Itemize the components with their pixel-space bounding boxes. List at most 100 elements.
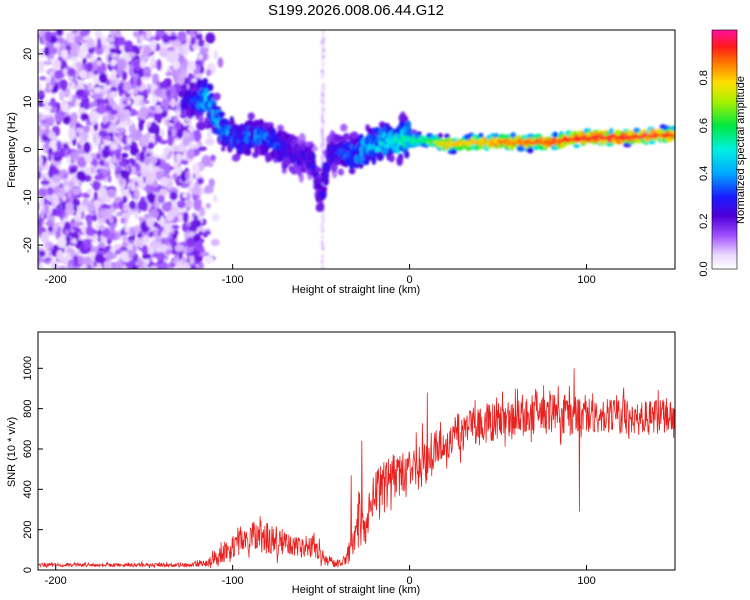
colorbar-ticks: 0.0 0.2 0.4 0.6 0.8	[698, 70, 710, 276]
spectral-blob	[155, 170, 161, 180]
spectral-blob	[51, 174, 62, 183]
spectral-blob	[424, 136, 430, 140]
y-tick-label: 600	[22, 440, 34, 458]
spectral-blob	[38, 170, 42, 180]
spectral-blob	[188, 125, 194, 133]
spectral-blob	[321, 265, 325, 269]
spectral-blob	[47, 186, 54, 196]
spectral-blob	[78, 47, 86, 60]
spectral-blob	[159, 139, 168, 145]
spectral-blob	[170, 97, 176, 108]
spectral-blob	[159, 177, 170, 186]
spectral-blob	[350, 131, 359, 140]
spectral-blob	[110, 91, 117, 98]
spectral-blob	[145, 258, 150, 265]
spectral-blob	[405, 120, 412, 130]
spectral-blob	[143, 213, 153, 219]
spectral-blob	[38, 61, 42, 72]
spectral-blob	[116, 127, 125, 133]
spectral-blob	[133, 87, 138, 95]
spectral-blob	[145, 30, 152, 39]
spectral-blob	[66, 155, 72, 164]
spectral-blob	[188, 132, 195, 142]
y-tick-label: 200	[22, 520, 34, 538]
spectral-blob	[85, 225, 94, 237]
spectral-blob	[54, 110, 64, 123]
spectral-blob	[115, 113, 125, 119]
spectral-blob	[337, 168, 345, 176]
spectral-blob	[60, 49, 69, 59]
spectral-blob	[396, 155, 404, 166]
spectral-blob	[102, 115, 108, 125]
spectral-blob	[321, 100, 325, 106]
colorbar-tick-label: 0.0	[698, 261, 710, 276]
spectral-blob	[97, 242, 106, 248]
spectral-blob	[192, 129, 202, 142]
snr-plot-area	[38, 332, 675, 570]
spectral-blob	[244, 148, 252, 156]
y-tick-label: 0	[22, 146, 34, 152]
spectral-blob	[321, 140, 325, 146]
spectral-blob	[134, 260, 143, 267]
spectral-blob	[75, 61, 82, 73]
spectral-blob	[79, 69, 87, 79]
spectral-blob	[212, 92, 221, 101]
x-tick-label: -100	[222, 274, 244, 286]
spectral-blob	[181, 262, 191, 269]
spectral-blob	[118, 160, 127, 167]
spectral-blob	[416, 131, 422, 136]
spectral-blob	[163, 147, 171, 155]
spectral-blob	[157, 194, 165, 204]
spectral-blob	[160, 189, 168, 195]
spectral-blob	[72, 187, 82, 196]
spectral-blob	[165, 78, 172, 88]
spectral-blob	[118, 200, 124, 210]
spectral-blob	[167, 134, 174, 147]
spectral-blob	[38, 155, 43, 167]
spectral-blob	[191, 163, 200, 174]
y-tick-label: -20	[22, 237, 34, 253]
spectral-blob	[98, 72, 108, 84]
spectral-blob	[44, 30, 52, 42]
spectral-blob	[320, 224, 324, 230]
spectral-blob	[334, 134, 343, 142]
spectral-blob	[91, 245, 96, 253]
spectral-blob	[139, 60, 146, 68]
spectral-blob	[94, 30, 103, 38]
spectral-blob	[32, 212, 38, 222]
spectral-blob	[183, 248, 188, 253]
spectral-blob	[63, 221, 71, 233]
spectral-blob	[171, 127, 177, 138]
spectral-blob	[213, 194, 218, 203]
spectral-blob	[128, 51, 136, 58]
spectral-blob	[376, 151, 385, 162]
figure-title: S199.2026.008.06.44.G12	[268, 2, 444, 19]
spectral-blob	[98, 225, 106, 230]
spectral-blob	[182, 57, 188, 70]
spectral-blob	[55, 102, 61, 113]
spectral-blob	[64, 229, 69, 236]
spectral-blob	[59, 37, 65, 45]
spectral-blob	[47, 151, 53, 162]
spectral-blob	[141, 54, 150, 61]
spectral-blob	[444, 133, 450, 139]
spectral-blob	[149, 40, 157, 51]
spectral-blob	[153, 221, 159, 228]
spectral-blob	[330, 162, 338, 173]
y-tick-label: 20	[22, 48, 34, 60]
spectral-blob	[71, 238, 78, 245]
spectral-blob	[211, 213, 220, 222]
spectral-blob	[128, 65, 134, 77]
spectral-blob	[40, 208, 45, 220]
spectral-blob	[79, 30, 89, 37]
spectral-blob	[145, 215, 155, 228]
spectral-blob	[320, 132, 324, 138]
spectral-blob	[182, 211, 189, 224]
spectral-blob	[123, 81, 132, 93]
spectral-blob	[205, 69, 212, 77]
spectral-blob	[121, 152, 129, 159]
spectral-blob	[128, 200, 137, 210]
